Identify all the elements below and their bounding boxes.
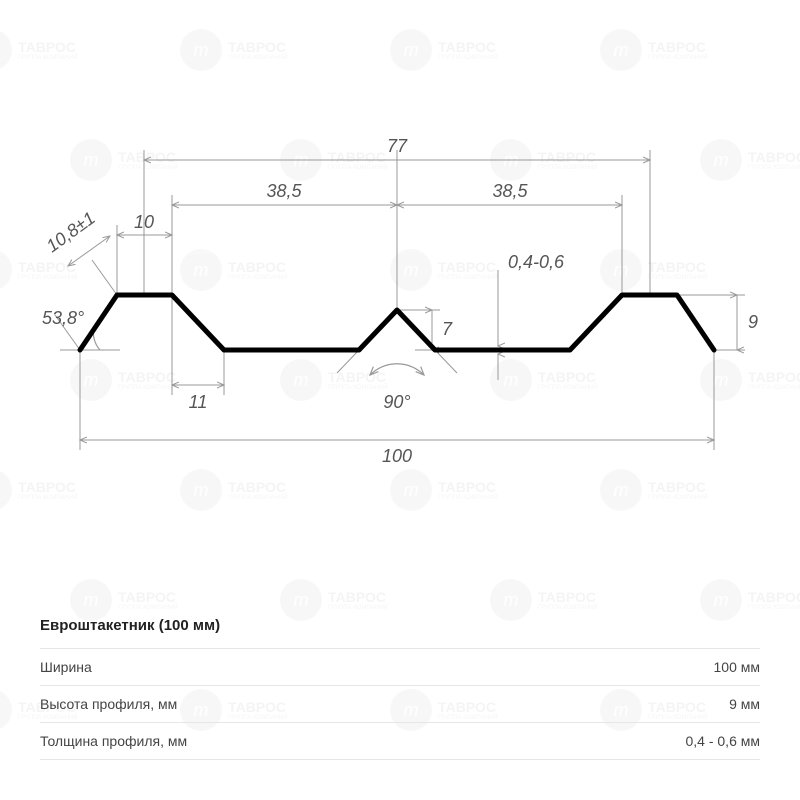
spec-title: Евроштакетник (100 мм) xyxy=(40,607,760,648)
dim-overall: 100 xyxy=(382,446,412,466)
spec-label: Ширина xyxy=(40,659,92,675)
dim-edge-run: 10,8±1 xyxy=(43,208,99,256)
spec-label: Толщина профиля, мм xyxy=(40,733,187,749)
spec-value: 0,4 - 0,6 мм xyxy=(685,733,760,749)
dim-center-height: 7 xyxy=(442,319,453,339)
dim-bottom-offset: 11 xyxy=(189,392,208,412)
spec-row: Ширина 100 мм xyxy=(40,648,760,685)
dim-center-angle: 90° xyxy=(383,392,410,412)
spec-label: Высота профиля, мм xyxy=(40,696,177,712)
spec-row: Высота профиля, мм 9 мм xyxy=(40,685,760,722)
dim-right-height: 9 xyxy=(748,312,758,332)
dim-thickness: 0,4-0,6 xyxy=(508,252,565,272)
dim-half-right: 38,5 xyxy=(492,181,528,201)
spec-value: 100 мм xyxy=(714,659,761,675)
spec-row: Толщина профиля, мм 0,4 - 0,6 мм xyxy=(40,722,760,760)
spec-table: Евроштакетник (100 мм) Ширина 100 мм Выс… xyxy=(40,607,760,760)
dim-top-flat: 10 xyxy=(134,212,154,232)
dim-left-angle: 53,8° xyxy=(42,308,84,328)
profile-diagram: 100 77 38,5 38,5 10 10,8±1 53,8° 11 7 90… xyxy=(0,60,800,480)
spec-value: 9 мм xyxy=(729,696,760,712)
dim-half-left: 38,5 xyxy=(266,181,302,201)
